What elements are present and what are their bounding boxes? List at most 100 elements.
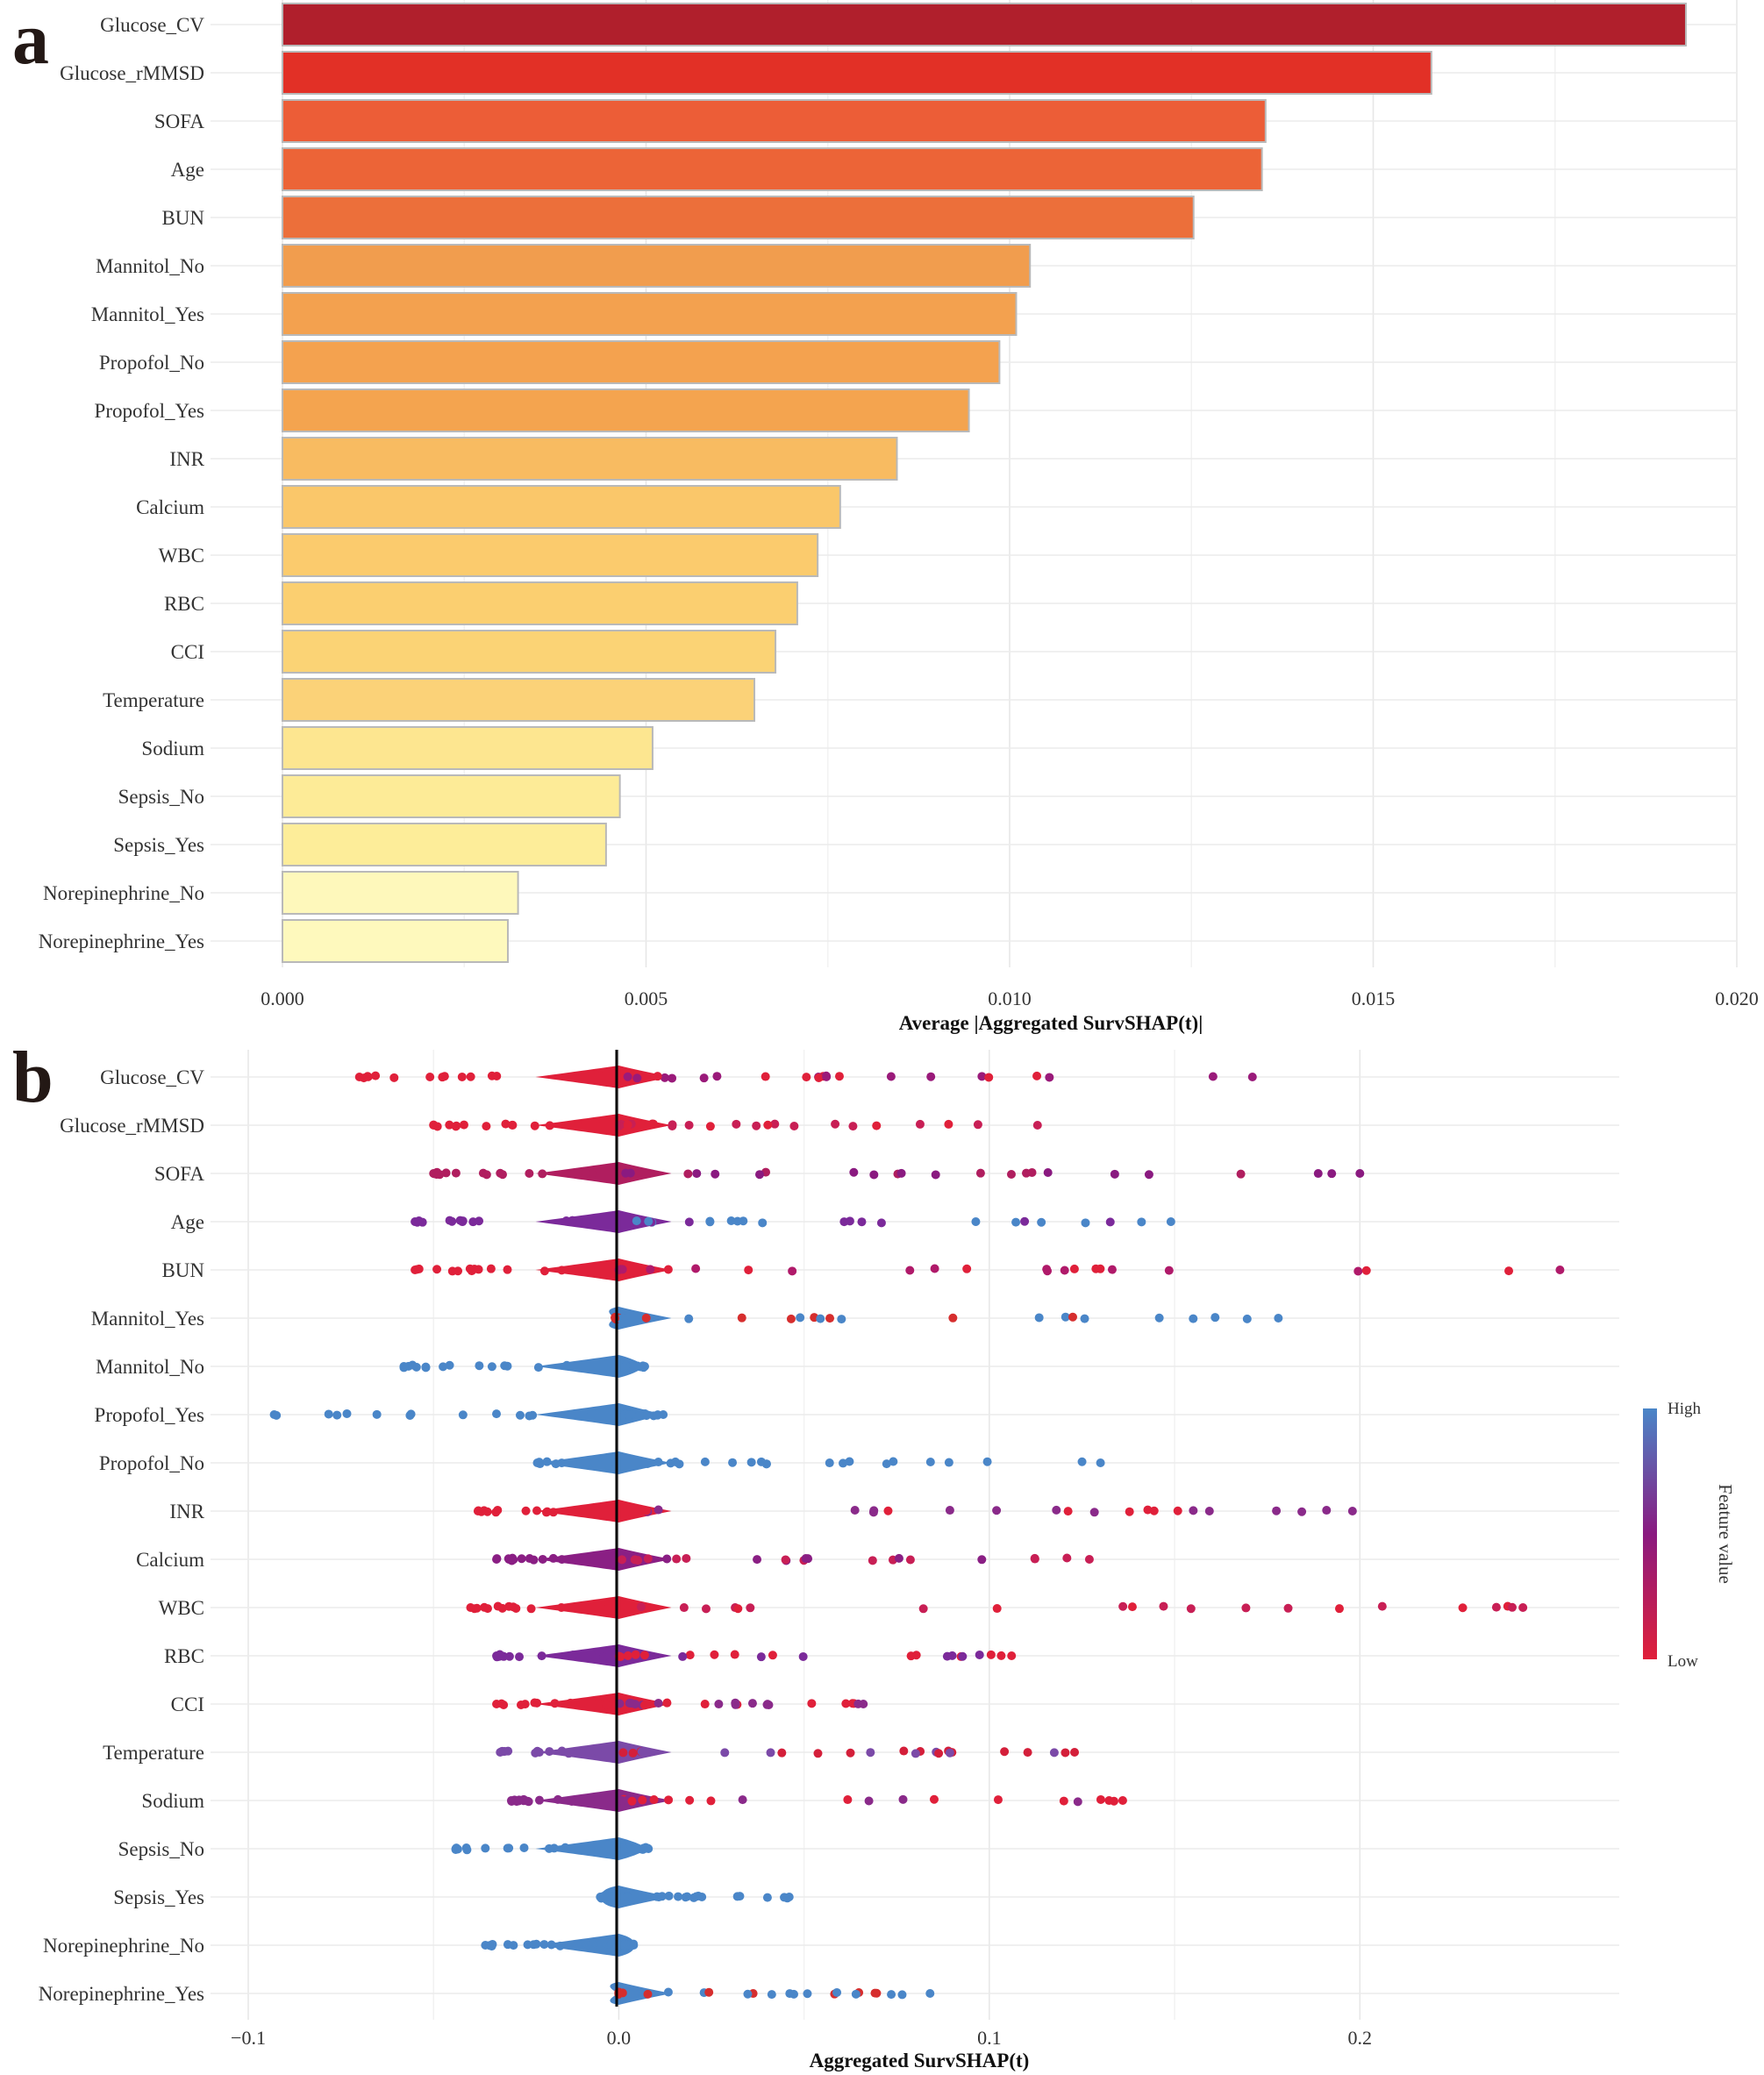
point	[728, 1458, 738, 1467]
point-max	[1007, 1651, 1017, 1660]
point	[768, 1651, 777, 1660]
point	[546, 1940, 556, 1950]
point	[886, 1072, 896, 1081]
legend-high-label: High	[1668, 1400, 1702, 1418]
point	[876, 1218, 886, 1228]
point	[1027, 1167, 1037, 1177]
point	[738, 1795, 747, 1805]
swarm-sofa	[429, 1162, 1365, 1185]
point	[619, 1363, 629, 1373]
point	[593, 1122, 603, 1131]
point-min	[492, 1651, 502, 1660]
point	[617, 1265, 626, 1274]
point	[588, 1940, 597, 1950]
panel-b-x-ticks: −0.1 0.0 0.1 0.2	[231, 2027, 1372, 2049]
point-max	[1070, 1748, 1080, 1757]
point	[1143, 1505, 1153, 1515]
point-min	[473, 1507, 482, 1515]
panel-b-label-calcium: Calcium	[136, 1549, 204, 1571]
panel-b-label-cci: CCI	[171, 1694, 204, 1715]
point	[1377, 1601, 1387, 1611]
point	[372, 1409, 382, 1419]
point	[455, 1216, 465, 1225]
point	[766, 1748, 775, 1758]
point	[857, 1217, 867, 1227]
point	[1118, 1601, 1128, 1611]
point	[557, 1746, 567, 1756]
point	[481, 1843, 490, 1853]
point	[542, 1507, 552, 1516]
point	[637, 1747, 646, 1757]
point	[643, 1989, 653, 1999]
point	[620, 1507, 630, 1516]
bar-glucose-cv	[282, 3, 1687, 46]
point	[641, 1506, 651, 1515]
bar-sofa	[282, 99, 1267, 143]
swarm-core-sepsis-yes	[600, 1886, 672, 1908]
point	[864, 1796, 874, 1806]
point	[1081, 1218, 1090, 1228]
point	[566, 1698, 575, 1708]
point	[1037, 1217, 1046, 1227]
point	[332, 1410, 342, 1420]
point	[515, 1652, 525, 1662]
point	[1159, 1601, 1168, 1611]
point	[482, 1170, 491, 1180]
point	[487, 1362, 496, 1372]
panel-b-label-inr: INR	[169, 1501, 204, 1522]
point	[418, 1217, 427, 1227]
point	[548, 1553, 558, 1563]
bar-wbc	[282, 533, 819, 577]
point	[672, 1554, 682, 1564]
point	[557, 1266, 567, 1275]
point	[1091, 1264, 1101, 1273]
point	[445, 1360, 454, 1370]
panel-a-label-mannitol-yes: Mannitol_Yes	[91, 303, 204, 325]
point	[1211, 1313, 1220, 1323]
point	[1164, 1266, 1174, 1275]
point-max	[1084, 1555, 1094, 1564]
panel-a-label-sodium: Sodium	[141, 738, 204, 759]
point	[572, 1554, 582, 1564]
point	[1073, 1797, 1082, 1807]
point	[870, 1988, 880, 1998]
bar-norepinephrine-yes	[282, 919, 509, 963]
point	[561, 1843, 570, 1852]
swarm-sodium	[506, 1789, 1127, 1812]
swarm-temperature	[496, 1741, 1080, 1764]
point	[732, 1216, 742, 1226]
point	[594, 1699, 603, 1708]
point	[557, 1458, 567, 1468]
point	[574, 1122, 583, 1131]
point	[754, 1170, 764, 1180]
point	[587, 1603, 596, 1613]
point	[813, 1749, 823, 1758]
point	[786, 1314, 796, 1323]
point	[503, 1265, 512, 1274]
bar-sepsis-no	[282, 774, 621, 818]
point	[628, 1748, 638, 1758]
point	[623, 1651, 632, 1660]
swarm-inr	[473, 1500, 1357, 1522]
panel-b-label-norepinephrine-no: Norepinephrine_No	[43, 1935, 204, 1957]
point	[803, 1989, 812, 1999]
point	[944, 1458, 953, 1467]
point	[848, 1122, 858, 1131]
point	[807, 1699, 817, 1708]
point	[631, 1844, 640, 1854]
point	[582, 1168, 591, 1178]
point	[592, 1746, 602, 1756]
point	[602, 1700, 611, 1709]
point	[682, 1553, 691, 1563]
point	[851, 1989, 861, 1999]
point	[439, 1072, 449, 1081]
point	[1107, 1265, 1117, 1274]
point	[866, 1748, 875, 1758]
point	[945, 1748, 954, 1758]
swarm-core-calcium	[535, 1548, 672, 1571]
point	[501, 1119, 511, 1129]
point	[508, 1120, 518, 1130]
point	[699, 1073, 709, 1083]
point	[691, 1264, 701, 1273]
point	[457, 1072, 467, 1081]
